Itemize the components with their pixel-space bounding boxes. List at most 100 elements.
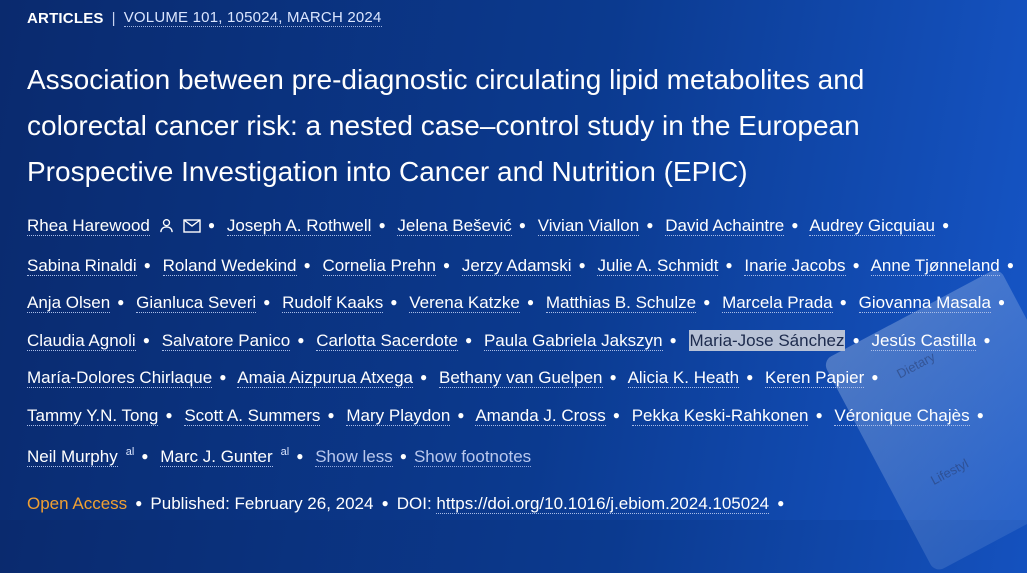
author-separator: ● [669, 332, 677, 347]
author-link[interactable]: Sabina Rinaldi [27, 255, 137, 276]
author-link[interactable]: Gianluca Severi [136, 293, 257, 313]
author-separator: ● [378, 218, 386, 232]
author-separator: ● [852, 332, 860, 347]
author-link[interactable]: Amanda J. Cross [475, 405, 606, 426]
author-separator: ● [327, 407, 335, 422]
author-separator: ● [142, 332, 150, 347]
meta-bullet: ● [135, 496, 143, 510]
author-separator: ● [703, 295, 711, 309]
author-link[interactable]: Jelena Bešević [397, 216, 512, 236]
author-link[interactable]: Anne Tjønneland [870, 255, 1000, 276]
mail-icon[interactable] [183, 210, 201, 247]
doi-link[interactable]: https://doi.org/10.1016/j.ebiom.2024.105… [436, 494, 770, 514]
author-link[interactable]: Audrey Gicquiau [809, 216, 935, 236]
meta-bullet: ● [381, 496, 389, 510]
author-link[interactable]: Tammy Y.N. Tong [27, 405, 159, 426]
author-separator: ● [399, 449, 407, 463]
author-separator: ● [390, 295, 398, 309]
author-separator: ● [457, 407, 465, 422]
author-separator: ● [976, 407, 984, 422]
author-separator: ● [609, 370, 617, 384]
author-link[interactable]: Carlotta Sacerdote [316, 330, 458, 351]
author-link[interactable]: Rudolf Kaaks [282, 293, 384, 313]
author-link[interactable]: Jerzy Adamski [461, 255, 572, 276]
author-separator: ● [143, 257, 151, 272]
author-separator: ● [420, 370, 428, 384]
author-separator: ● [725, 257, 733, 272]
author-link[interactable]: Julie A. Schmidt [597, 255, 719, 276]
author-separator: ● [464, 332, 473, 347]
show-less-link[interactable]: Show less [315, 447, 393, 467]
open-access-badge[interactable]: Open Access [27, 494, 128, 513]
author-separator: ● [207, 218, 216, 232]
author-link[interactable]: Anja Olsen [27, 293, 111, 313]
author-link[interactable]: Matthias B. Schulze [545, 293, 697, 313]
author-link[interactable]: Inarie Jacobs [744, 255, 846, 276]
author-link[interactable]: Marc J. Gunter [160, 447, 273, 467]
author-separator: ● [997, 295, 1006, 309]
author-link[interactable]: Joseph A. Rothwell [226, 216, 372, 236]
author-link[interactable]: Keren Papier [765, 368, 865, 388]
article-meta: Open Access ● Published: February 26, 2024… [27, 494, 792, 514]
author-link[interactable]: Véronique Chajès [834, 405, 970, 426]
author-link[interactable]: Maria-Jose Sánchez [688, 329, 846, 351]
author-link[interactable]: Neil Murphy [27, 447, 118, 467]
author-separator: ● [219, 370, 227, 384]
author-separator: ● [518, 218, 527, 232]
author-separator: ● [791, 218, 799, 232]
author-link[interactable]: Cornelia Prehn [322, 255, 436, 276]
author-separator: ● [839, 295, 847, 309]
author-link[interactable]: Mary Playdon [346, 405, 451, 426]
author-link[interactable]: Roland Wedekind [162, 255, 297, 276]
author-link[interactable]: María-Dolores Chirlaque [27, 368, 213, 388]
author-separator: ● [296, 449, 304, 463]
author-link[interactable]: Pekka Keski-Rahkonen [631, 405, 809, 426]
topline-separator: | [111, 9, 116, 27]
article-title: Association between pre-diagnostic circu… [27, 64, 865, 187]
author-separator: ● [746, 370, 754, 384]
person-icon[interactable] [159, 210, 174, 247]
published-date: February 26, 2024 [234, 494, 374, 513]
author-link[interactable]: David Achaintre [665, 216, 785, 236]
author-link[interactable]: Scott A. Summers [184, 405, 321, 426]
article-topline: ARTICLES | VOLUME 101, 105024, MARCH 202… [27, 9, 1012, 27]
author-footnote-mark[interactable]: al [280, 446, 290, 458]
author-link[interactable]: Verena Katzke [409, 293, 520, 313]
article-header: ARTICLES | VOLUME 101, 105024, MARCH 202… [27, 0, 1014, 476]
author-separator: ● [871, 370, 879, 384]
author-link[interactable]: Alicia K. Heath [627, 368, 740, 388]
author-separator: ● [815, 407, 823, 422]
author-list: Rhea Harewood ● Joseph A. Rothwell ● Jelen… [27, 207, 1027, 476]
author-separator: ● [942, 218, 950, 232]
author-link[interactable]: Vivian Viallon [537, 216, 640, 236]
author-separator: ● [612, 407, 620, 422]
author-separator: ● [983, 332, 991, 347]
published-label: Published: [150, 494, 230, 513]
author-link[interactable]: Giovanna Masala [858, 293, 991, 313]
meta-bullet: ● [777, 496, 785, 510]
author-separator: ● [263, 295, 271, 309]
author-link[interactable]: Claudia Agnoli [27, 330, 136, 351]
author-separator: ● [165, 407, 173, 422]
author-separator: ● [141, 449, 149, 463]
volume-link[interactable]: VOLUME 101, 105024, MARCH 2024 [123, 9, 382, 27]
author-link[interactable]: Amaia Aizpurua Atxega [237, 368, 414, 388]
author-link[interactable]: Jesús Castilla [871, 330, 977, 351]
author-separator: ● [297, 332, 305, 347]
author-link[interactable]: Bethany van Guelpen [439, 368, 603, 388]
author-link[interactable]: Marcela Prada [722, 293, 833, 313]
show-footnotes-link[interactable]: Show footnotes [413, 447, 532, 467]
author-separator: ● [303, 257, 311, 272]
author-separator: ● [117, 295, 125, 309]
doi-label: DOI: [396, 494, 432, 513]
author-separator: ● [526, 295, 535, 309]
author-link[interactable]: Paula Gabriela Jakszyn [483, 330, 663, 351]
author-link[interactable]: Rhea Harewood [27, 216, 150, 236]
author-separator: ● [442, 257, 451, 272]
author-separator: ● [578, 257, 586, 272]
author-separator: ● [852, 257, 860, 272]
section-label[interactable]: ARTICLES [27, 9, 104, 27]
author-footnote-mark[interactable]: al [125, 446, 135, 458]
author-link[interactable]: Salvatore Panico [161, 330, 291, 351]
author-separator: ● [646, 218, 654, 232]
